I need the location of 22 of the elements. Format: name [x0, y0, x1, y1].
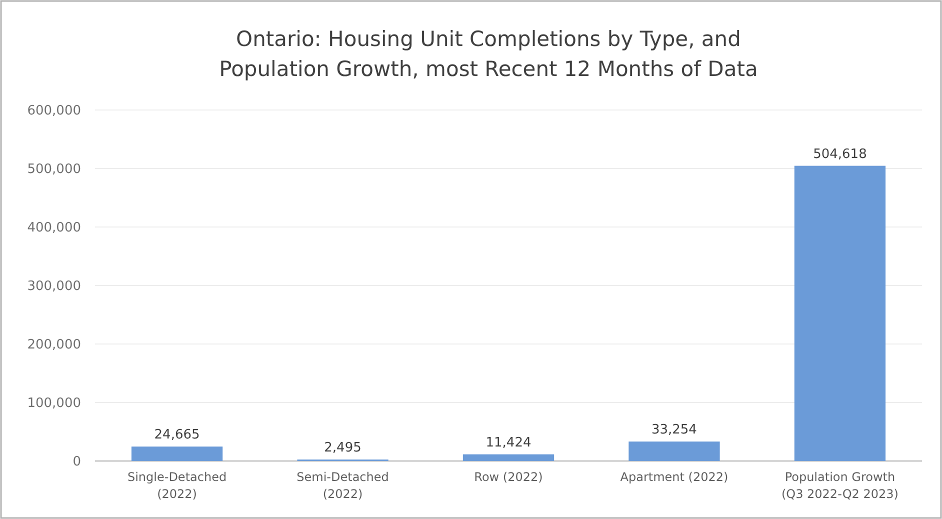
bar [462, 454, 554, 461]
x-tick-label: Semi-Detached (2022) [296, 470, 389, 501]
bar [628, 442, 720, 461]
chart-title: Ontario: Housing Unit Completions by Type, and Population Growth, most Recent 12 Months of Data [219, 27, 758, 81]
data-label: 2,495 [324, 440, 362, 456]
y-tick-label: 100,000 [27, 396, 81, 412]
y-tick-label: 600,000 [27, 104, 81, 119]
y-tick-label: 500,000 [27, 162, 81, 178]
x-tick-label: Single-Detached (2022) [127, 470, 227, 501]
data-label: 504,618 [813, 146, 867, 162]
y-tick-label: 0 [72, 454, 81, 470]
x-tick-label: Row (2022) [474, 470, 543, 484]
y-tick-label: 200,000 [27, 338, 81, 353]
data-label: 24,665 [154, 428, 200, 443]
y-tick-label: 300,000 [27, 279, 81, 294]
x-tick-label: Population Growth (Q3 2022-Q2 2023) [781, 470, 898, 501]
bar [794, 166, 886, 461]
data-label: 11,424 [486, 435, 532, 450]
data-label: 33,254 [651, 422, 697, 438]
y-tick-label: 400,000 [27, 220, 81, 236]
bar [131, 446, 223, 461]
x-tick-label: Apartment (2022) [620, 470, 728, 484]
